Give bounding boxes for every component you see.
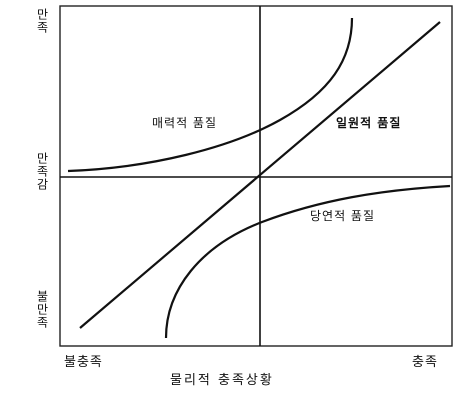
- x-axis-title: 물리적 충족상황: [170, 373, 274, 388]
- one-dimensional-quality-line: [79, 21, 441, 329]
- one-dimensional-quality-label: 일원적 품질: [336, 116, 402, 130]
- must-be-quality-curve: [164, 184, 451, 339]
- attractive-quality-label: 매력적 품질: [152, 116, 218, 130]
- x-axis-right-label: 충족: [412, 355, 438, 370]
- plot-frame: [59, 5, 453, 347]
- x-axis-left-label: 불충족: [64, 355, 103, 370]
- y-axis-bottom-label: 불만족: [35, 290, 49, 329]
- must-be-quality-label: 당연적 품질: [310, 209, 376, 223]
- attractive-quality-curve: [67, 17, 354, 173]
- y-axis-top-label: 만족: [35, 8, 49, 34]
- y-axis-title: 만족감: [35, 152, 49, 191]
